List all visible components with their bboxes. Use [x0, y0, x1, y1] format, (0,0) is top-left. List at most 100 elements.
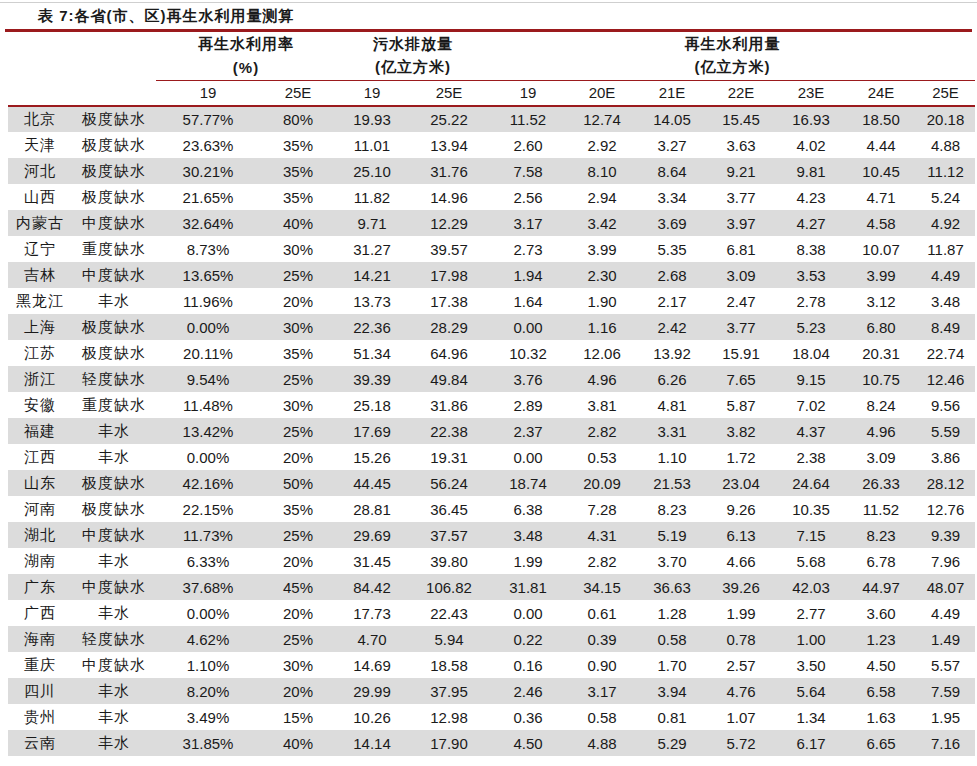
- table-row: 广东中度缺水37.68%45%84.42106.8231.8134.1536.6…: [8, 574, 975, 600]
- cell-province: 贵州: [8, 704, 72, 730]
- cell-value: 2.60: [490, 132, 566, 158]
- cell-value: 2.68: [638, 262, 706, 288]
- cell-value: 8.73%: [156, 236, 260, 262]
- cell-value: 45%: [260, 574, 336, 600]
- table-row: 贵州丰水3.49%15%10.2612.980.360.580.811.071.…: [8, 704, 975, 730]
- cell-value: 2.77: [776, 600, 846, 626]
- cell-value: 1.00: [776, 626, 846, 652]
- cell-value: 5.29: [638, 730, 706, 756]
- table-row: 广西丰水0.00%20%17.7322.430.000.611.281.992.…: [8, 600, 975, 626]
- cell-value: 8.24: [846, 392, 916, 418]
- cell-value: 4.62%: [156, 626, 260, 652]
- cell-value: 3.97: [706, 210, 776, 236]
- cell-value: 3.31: [638, 418, 706, 444]
- cell-value: 7.15: [776, 522, 846, 548]
- cell-value: 31.45: [336, 548, 408, 574]
- cell-value: 49.84: [408, 366, 490, 392]
- cell-value: 36.45: [408, 496, 490, 522]
- cell-value: 1.70: [638, 652, 706, 678]
- cell-value: 4.58: [846, 210, 916, 236]
- cell-province: 江苏: [8, 340, 72, 366]
- cell-scarcity: 极度缺水: [72, 158, 156, 184]
- cell-value: 3.27: [638, 132, 706, 158]
- cell-value: 42.16%: [156, 470, 260, 496]
- table-row: 湖南丰水6.33%20%31.4539.801.992.823.704.665.…: [8, 548, 975, 574]
- year-header: 25E: [260, 80, 336, 106]
- cell-value: 3.49%: [156, 704, 260, 730]
- cell-province: 浙江: [8, 366, 72, 392]
- cell-value: 0.00%: [156, 600, 260, 626]
- cell-value: 20%: [260, 678, 336, 704]
- cell-value: 15.91: [706, 340, 776, 366]
- header-spacer: [8, 32, 156, 80]
- cell-value: 8.20%: [156, 678, 260, 704]
- year-header: 19: [490, 80, 566, 106]
- table-row: 山西极度缺水21.65%35%11.8214.962.562.943.343.7…: [8, 184, 975, 210]
- cell-value: 20%: [260, 548, 336, 574]
- cell-value: 56.24: [408, 470, 490, 496]
- cell-value: 21.53: [638, 470, 706, 496]
- cell-province: 北京: [8, 106, 72, 132]
- cell-value: 6.13: [706, 522, 776, 548]
- cell-value: 2.47: [706, 288, 776, 314]
- cell-value: 5.94: [408, 626, 490, 652]
- cell-value: 11.96%: [156, 288, 260, 314]
- cell-value: 23.63%: [156, 132, 260, 158]
- cell-value: 0.00%: [156, 444, 260, 470]
- cell-scarcity: 丰水: [72, 418, 156, 444]
- cell-value: 25%: [260, 418, 336, 444]
- cell-value: 28.29: [408, 314, 490, 340]
- year-header: 22E: [706, 80, 776, 106]
- year-header: 23E: [776, 80, 846, 106]
- cell-value: 23.04: [706, 470, 776, 496]
- cell-value: 30%: [260, 314, 336, 340]
- cell-value: 21.65%: [156, 184, 260, 210]
- cell-value: 9.81: [776, 158, 846, 184]
- cell-value: 7.16: [916, 730, 975, 756]
- cell-value: 5.87: [706, 392, 776, 418]
- cell-province: 四川: [8, 678, 72, 704]
- cell-value: 17.90: [408, 730, 490, 756]
- cell-province: 天津: [8, 132, 72, 158]
- cell-value: 29.69: [336, 522, 408, 548]
- cell-value: 9.71: [336, 210, 408, 236]
- cell-value: 5.35: [638, 236, 706, 262]
- cell-scarcity: 极度缺水: [72, 340, 156, 366]
- year-header: 24E: [846, 80, 916, 106]
- cell-value: 1.90: [566, 288, 638, 314]
- unit-reclaimed-volume: (亿立方米): [490, 56, 975, 80]
- cell-value: 3.42: [566, 210, 638, 236]
- cell-value: 2.56: [490, 184, 566, 210]
- cell-value: 24.64: [776, 470, 846, 496]
- cell-value: 2.94: [566, 184, 638, 210]
- table-row: 四川丰水8.20%20%29.9937.952.463.173.944.765.…: [8, 678, 975, 704]
- cell-value: 4.49: [916, 262, 975, 288]
- cell-scarcity: 轻度缺水: [72, 626, 156, 652]
- cell-value: 11.52: [846, 496, 916, 522]
- cell-value: 3.86: [916, 444, 975, 470]
- cell-value: 4.96: [846, 418, 916, 444]
- cell-value: 9.15: [776, 366, 846, 392]
- cell-value: 0.16: [490, 652, 566, 678]
- cell-value: 7.59: [916, 678, 975, 704]
- table-row: 河北极度缺水30.21%35%25.1031.767.588.108.649.2…: [8, 158, 975, 184]
- cell-value: 31.81: [490, 574, 566, 600]
- cell-value: 8.38: [776, 236, 846, 262]
- cell-province: 黑龙江: [8, 288, 72, 314]
- cell-value: 20.31: [846, 340, 916, 366]
- cell-value: 2.46: [490, 678, 566, 704]
- cell-province: 山东: [8, 470, 72, 496]
- cell-value: 25%: [260, 626, 336, 652]
- cell-value: 3.60: [846, 600, 916, 626]
- cell-value: 18.50: [846, 106, 916, 132]
- cell-value: 7.28: [566, 496, 638, 522]
- page-title: 表 7:各省(市、区)再生水利用量测算: [0, 3, 977, 29]
- cell-value: 18.04: [776, 340, 846, 366]
- cell-value: 3.50: [776, 652, 846, 678]
- cell-scarcity: 重度缺水: [72, 236, 156, 262]
- column-group-reclaimed-volume: 再生水利用量: [490, 32, 975, 56]
- cell-value: 4.70: [336, 626, 408, 652]
- cell-value: 11.82: [336, 184, 408, 210]
- cell-value: 5.24: [916, 184, 975, 210]
- cell-province: 安徽: [8, 392, 72, 418]
